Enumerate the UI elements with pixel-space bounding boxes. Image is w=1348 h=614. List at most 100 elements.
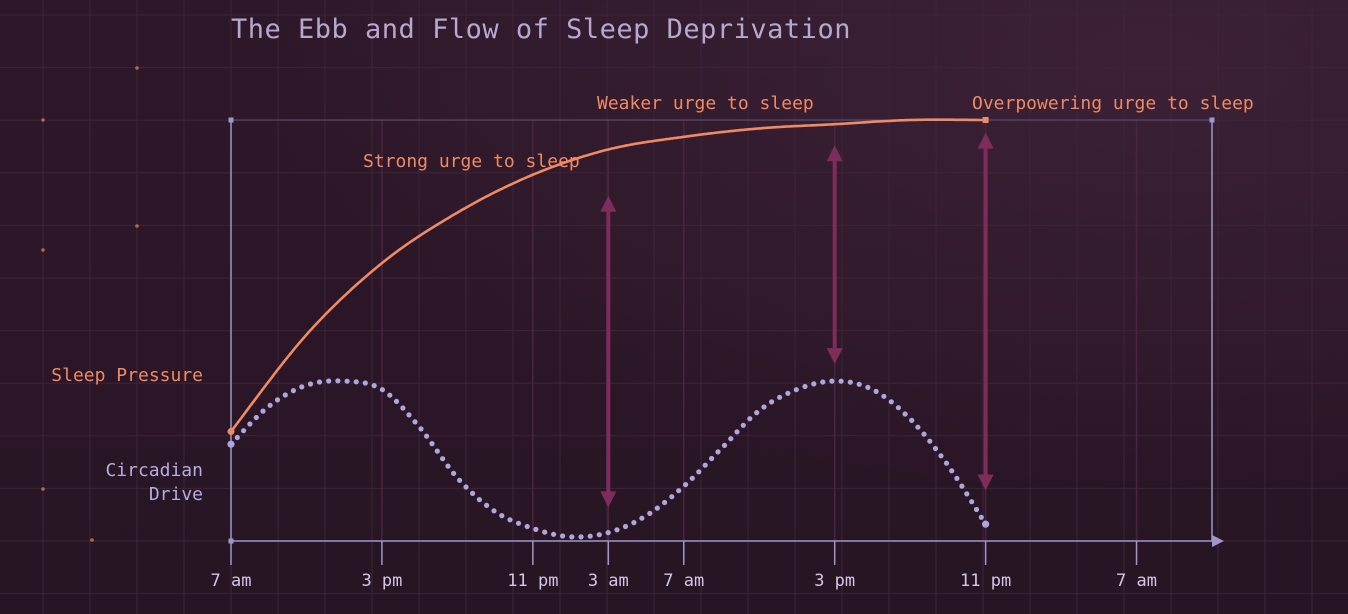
circadian-drive-dot (418, 426, 424, 432)
circadian-drive-dot (596, 532, 602, 538)
circadian-drive-dot (445, 463, 451, 469)
circadian-drive-dot (424, 433, 430, 439)
circadian-drive-dot (689, 475, 695, 481)
decorative-dot (90, 538, 94, 542)
circadian-drive-dot (954, 475, 960, 481)
circadian-drive-dot (400, 405, 406, 411)
circadian-drive-dot (499, 513, 505, 519)
x-tick-label: 7 am (663, 571, 704, 591)
circadian-drive-dot (605, 530, 611, 536)
circadian-drive-dot (964, 491, 970, 497)
circadian-drive-dot (647, 510, 653, 516)
circadian-drive-dot (921, 431, 927, 437)
circadian-drive-dot (299, 384, 305, 390)
circadian-drive-dot (865, 384, 871, 390)
circadian-drive-dot (476, 497, 482, 503)
circadian-drive-dot (829, 378, 835, 384)
circadian-drive-dot (802, 383, 808, 390)
circadian-drive-dot (463, 484, 469, 490)
circadian-drive-dot (949, 468, 955, 474)
circadian-drive-dot (412, 419, 418, 425)
arrow-up-icon (977, 132, 994, 149)
circadian-drive-dot (429, 441, 435, 447)
arrow-up-icon (826, 145, 843, 162)
circadian-drive-dot (614, 527, 620, 533)
circadian-drive-dot (696, 469, 702, 475)
circadian-drive-dot (847, 379, 853, 385)
circadian-drive-dot (754, 410, 760, 416)
circadian-drive-dot (902, 411, 908, 417)
circadian-drive-dot (267, 402, 273, 408)
circadian-drive-dot (747, 416, 753, 422)
circadian-drive-dot (470, 490, 476, 496)
circadian-drive-dot (927, 438, 933, 444)
decorative-dot (135, 224, 139, 228)
circadian-drive-dot (777, 394, 783, 400)
circadian-drive-dot (631, 520, 637, 526)
circadian-drive-dot (973, 506, 980, 513)
circadian-drive-dot (938, 453, 944, 459)
circadian-drive-dot (721, 442, 728, 448)
decorative-dots (41, 66, 139, 542)
circadian-drive-dot (715, 449, 721, 455)
annotation-label: Strong urge to sleep (363, 151, 580, 172)
circadian-drive-dot (434, 448, 440, 454)
circadian-drive-dot (959, 483, 965, 489)
circadian-drive-dot (932, 445, 939, 452)
x-tick-label: 7 am (211, 571, 252, 591)
x-tick-label: 7 am (1116, 571, 1157, 591)
circadian-drive-dot (533, 526, 539, 533)
chart-title: The Ebb and Flow of Sleep Deprivation (231, 14, 851, 45)
circadian-drive-dot (915, 424, 921, 430)
circadian-drive-dot (362, 380, 368, 386)
decorative-dot (135, 66, 139, 70)
circadian-drive-point (227, 440, 235, 448)
circadian-drive-dot (551, 531, 557, 537)
x-tick-label: 3 am (588, 571, 629, 591)
circadian-drive-dot (793, 387, 799, 393)
axes: 7 am 3 pm 11 pm 3 am 7 am 3 pm 11 pm 7 am (211, 117, 1224, 591)
circadian-drive-dot (943, 460, 950, 466)
circadian-drive-dot (978, 514, 984, 520)
circadian-drive-dot (838, 378, 844, 384)
arrow-down-icon (826, 348, 843, 365)
circadian-drive-dot (820, 379, 826, 385)
corner-marker (1209, 117, 1215, 123)
x-tick-label: 3 pm (814, 571, 855, 591)
circadian-drive-dot (888, 399, 894, 405)
circadian-drive-dot (909, 417, 915, 423)
series-label-circadian-drive: Circadian Drive (105, 460, 203, 505)
circadian-drive-dot (785, 390, 791, 396)
series (227, 117, 990, 540)
sleep-pressure-point (227, 428, 235, 436)
circadian-drive-dot (856, 381, 862, 387)
circadian-drive-dot (353, 379, 359, 385)
circadian-drive-dot (484, 502, 490, 508)
x-axis-arrow-icon (1212, 535, 1224, 547)
circadian-drive-point (982, 520, 990, 528)
annotation-arrows (600, 132, 994, 508)
circadian-drive-dot (326, 378, 332, 384)
circadian-drive-dot (709, 455, 715, 462)
circadian-drive-dot (316, 379, 323, 385)
circadian-drive-dot (676, 488, 682, 494)
annotation-label: Weaker urge to sleep (597, 93, 814, 114)
circadian-drive-dot (393, 398, 400, 404)
x-tick-label: 11 pm (507, 571, 558, 591)
circadian-drive-dot (507, 517, 513, 523)
circadian-drive-dot (587, 533, 593, 539)
x-tick-label: 3 pm (361, 571, 402, 591)
circadian-drive-dot (335, 378, 341, 384)
labels: The Ebb and Flow of Sleep Deprivation Sl… (51, 14, 1253, 505)
circadian-drive-dot (578, 534, 584, 540)
circadian-drive-dot (662, 499, 668, 506)
circadian-drive-dot (515, 520, 522, 526)
circadian-drive-dot (387, 392, 393, 398)
circadian-drive-dot (702, 462, 708, 468)
circadian-drive-dot (241, 428, 247, 434)
circadian-drive-dot (761, 404, 767, 410)
arrow-down-icon (977, 474, 994, 491)
decorative-dot (41, 487, 45, 491)
